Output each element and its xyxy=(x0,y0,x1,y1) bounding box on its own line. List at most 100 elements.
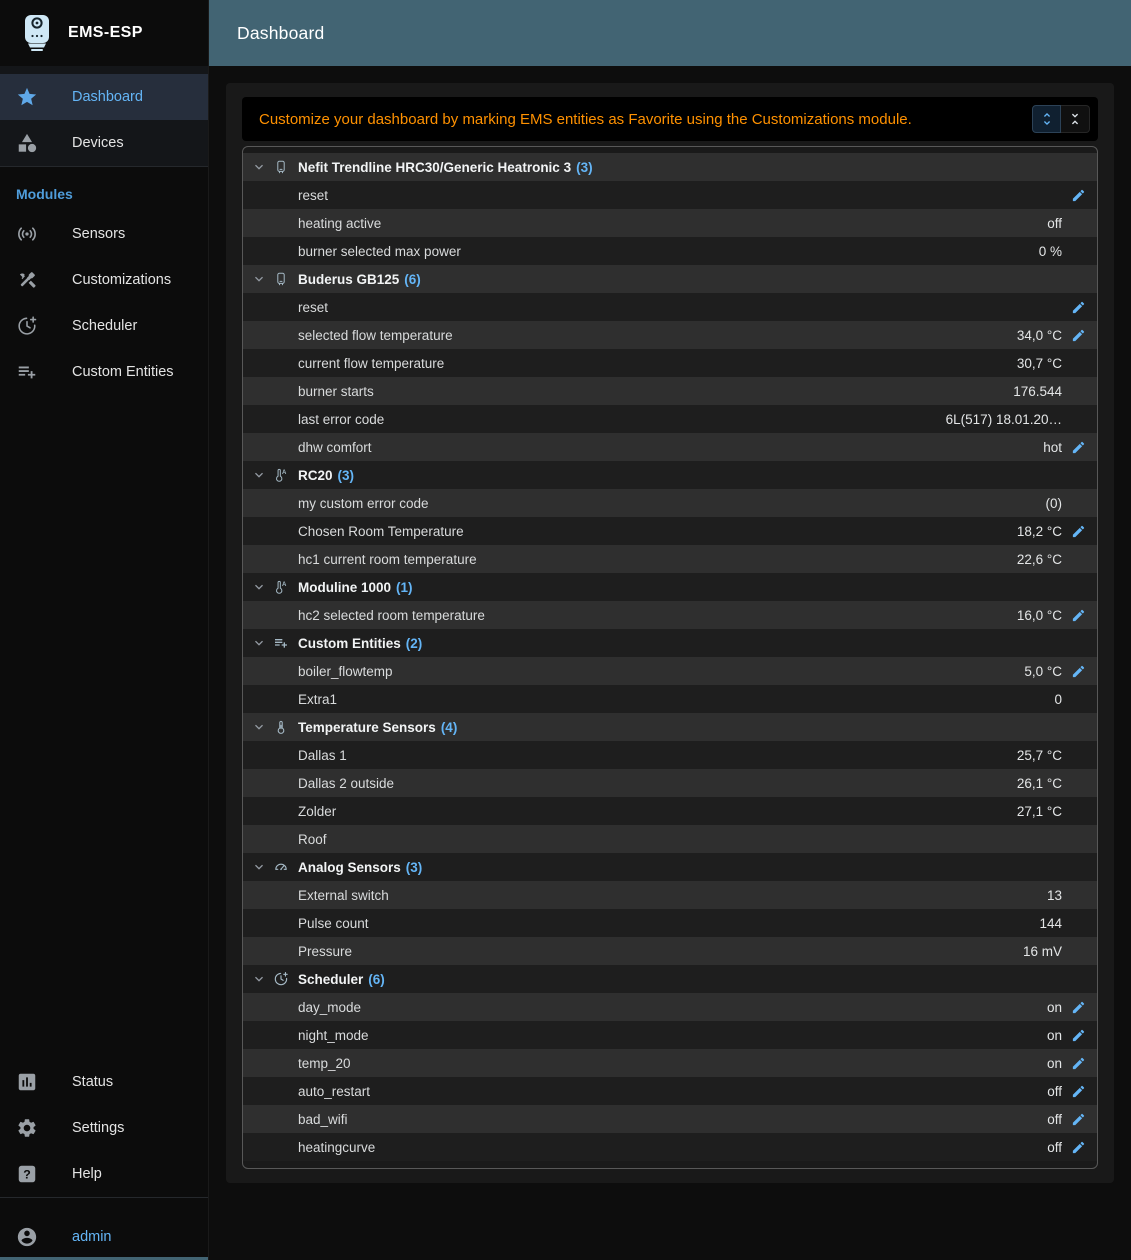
expand-collapse-toggle xyxy=(1032,105,1090,133)
entity-name: Dallas 2 outside xyxy=(298,775,395,791)
sidebar-item-sensors[interactable]: Sensors xyxy=(0,211,208,257)
edit-icon[interactable] xyxy=(1071,188,1086,203)
edit-icon[interactable] xyxy=(1071,300,1086,315)
device-group-row[interactable]: Analog Sensors (3) xyxy=(243,853,1097,881)
edit-icon[interactable] xyxy=(1071,608,1086,623)
device-group-row[interactable]: Temperature Sensors (4) xyxy=(243,713,1097,741)
entity-name: Chosen Room Temperature xyxy=(298,523,464,539)
edit-icon[interactable] xyxy=(1071,1028,1086,1043)
edit-icon[interactable] xyxy=(1071,524,1086,539)
chevron-down-icon[interactable] xyxy=(251,467,267,483)
edit-column xyxy=(1062,608,1094,623)
entity-value: 0 % xyxy=(1038,243,1062,259)
sidebar-item-admin[interactable]: admin xyxy=(0,1214,208,1260)
edit-column xyxy=(1062,188,1094,203)
sidebar-item-scheduler[interactable]: Scheduler xyxy=(0,303,208,349)
entity-name: temp_20 xyxy=(298,1055,351,1071)
edit-icon[interactable] xyxy=(1071,664,1086,679)
star-icon xyxy=(16,86,72,108)
entity-value: (0) xyxy=(1045,495,1063,511)
main-nav: Dashboard Devices xyxy=(0,66,208,166)
ems-esp-logo-icon xyxy=(22,14,52,52)
entity-name: selected flow temperature xyxy=(298,327,453,343)
notice-text: Customize your dashboard by marking EMS … xyxy=(259,110,912,128)
edit-icon[interactable] xyxy=(1071,1084,1086,1099)
device-group-row[interactable]: Buderus GB125 (6) xyxy=(243,265,1097,293)
entity-value: 27,1 °C xyxy=(1016,803,1062,819)
edit-icon[interactable] xyxy=(1071,1056,1086,1071)
gear-icon xyxy=(16,1117,72,1139)
device-group-label: Temperature Sensors xyxy=(298,719,436,735)
sidebar-item-status[interactable]: Status xyxy=(0,1059,208,1105)
device-group-row[interactable]: Scheduler (6) xyxy=(243,965,1097,993)
entity-row: Dallas 2 outside 26,1 °C xyxy=(243,769,1097,797)
entity-value: 6L(517) 18.01.20… xyxy=(945,411,1062,427)
sidebar-item-label: Custom Entities xyxy=(72,364,174,380)
modules-nav: Sensors Customizations Scheduler Custom Ent… xyxy=(0,211,208,395)
entity-name: hc1 current room temperature xyxy=(298,551,477,567)
edit-icon[interactable] xyxy=(1071,1112,1086,1127)
entity-value: off xyxy=(1047,1139,1062,1155)
construction-icon xyxy=(16,269,72,291)
entity-row: burner selected max power 0 % xyxy=(243,237,1097,265)
entity-name: Roof xyxy=(298,831,327,847)
entity-name: auto_restart xyxy=(298,1083,371,1099)
entity-value: 0 xyxy=(1054,691,1062,707)
device-group-label: Moduline 1000 xyxy=(298,579,392,595)
collapse-all-button[interactable] xyxy=(1061,105,1090,133)
chevron-down-icon[interactable] xyxy=(251,971,267,987)
device-group-count: (6) xyxy=(404,271,421,287)
sidebar-item-custom-entities[interactable]: Custom Entities xyxy=(0,349,208,395)
sidebar-item-devices[interactable]: Devices xyxy=(0,120,208,166)
thermometer-icon xyxy=(273,719,289,735)
sidebar-item-settings[interactable]: Settings xyxy=(0,1105,208,1151)
entity-row: Roof xyxy=(243,825,1097,853)
entity-row: Zolder 27,1 °C xyxy=(243,797,1097,825)
chevron-down-icon[interactable] xyxy=(251,719,267,735)
entity-name: heating active xyxy=(298,215,382,231)
entity-name: reset xyxy=(298,299,329,315)
edit-icon[interactable] xyxy=(1071,328,1086,343)
sidebar-item-label: Help xyxy=(72,1166,102,1182)
expand-all-button[interactable] xyxy=(1032,105,1061,133)
device-group-row[interactable]: A RC20 (3) xyxy=(243,461,1097,489)
entity-value: 5,0 °C xyxy=(1024,663,1062,679)
topbar: Dashboard xyxy=(209,0,1131,66)
entity-row: night_mode on xyxy=(243,1021,1097,1049)
entity-row: temp_20 on xyxy=(243,1049,1097,1077)
sidebar-item-label: Sensors xyxy=(72,226,126,242)
entity-name: External switch xyxy=(298,887,389,903)
device-group-row[interactable]: A Moduline 1000 (1) xyxy=(243,573,1097,601)
sidebar-item-label: Devices xyxy=(72,135,124,151)
device-group-row[interactable]: Nefit Trendline HRC30/Generic Heatronic … xyxy=(243,153,1097,181)
device-group-count: (4) xyxy=(440,719,458,735)
chevron-down-icon[interactable] xyxy=(251,271,267,287)
edit-icon[interactable] xyxy=(1071,1140,1086,1155)
sidebar-item-customizations[interactable]: Customizations xyxy=(0,257,208,303)
sidebar-item-help[interactable]: ? Help xyxy=(0,1151,208,1197)
chevron-down-icon[interactable] xyxy=(251,579,267,595)
edit-icon[interactable] xyxy=(1071,440,1086,455)
chevron-down-icon[interactable] xyxy=(251,635,267,651)
chevron-down-icon[interactable] xyxy=(251,859,267,875)
divider xyxy=(0,1197,208,1198)
sidebar-item-dashboard[interactable]: Dashboard xyxy=(0,74,208,120)
more-time-icon xyxy=(16,315,72,337)
entity-value: 16,0 °C xyxy=(1016,607,1062,623)
device-group-row[interactable]: Custom Entities (2) xyxy=(243,629,1097,657)
entity-value: on xyxy=(1046,999,1062,1015)
edit-column xyxy=(1062,440,1094,455)
entity-row: bad_wifi off xyxy=(243,1105,1097,1133)
entity-row: reset xyxy=(243,293,1097,321)
entity-name: night_mode xyxy=(298,1027,369,1043)
dashboard-table: Nefit Trendline HRC30/Generic Heatronic … xyxy=(242,146,1098,1169)
edit-icon[interactable] xyxy=(1071,1000,1086,1015)
entity-name: Zolder xyxy=(298,803,337,819)
entity-value: 16 mV xyxy=(1022,943,1062,959)
entity-name: Dallas 1 xyxy=(298,747,347,763)
chevron-down-icon[interactable] xyxy=(251,159,267,175)
main-content: Customize your dashboard by marking EMS … xyxy=(209,66,1131,1260)
account-circle-icon xyxy=(16,1226,72,1248)
thermostat-auto-icon: A xyxy=(273,579,289,595)
entity-name: Extra1 xyxy=(298,691,338,707)
